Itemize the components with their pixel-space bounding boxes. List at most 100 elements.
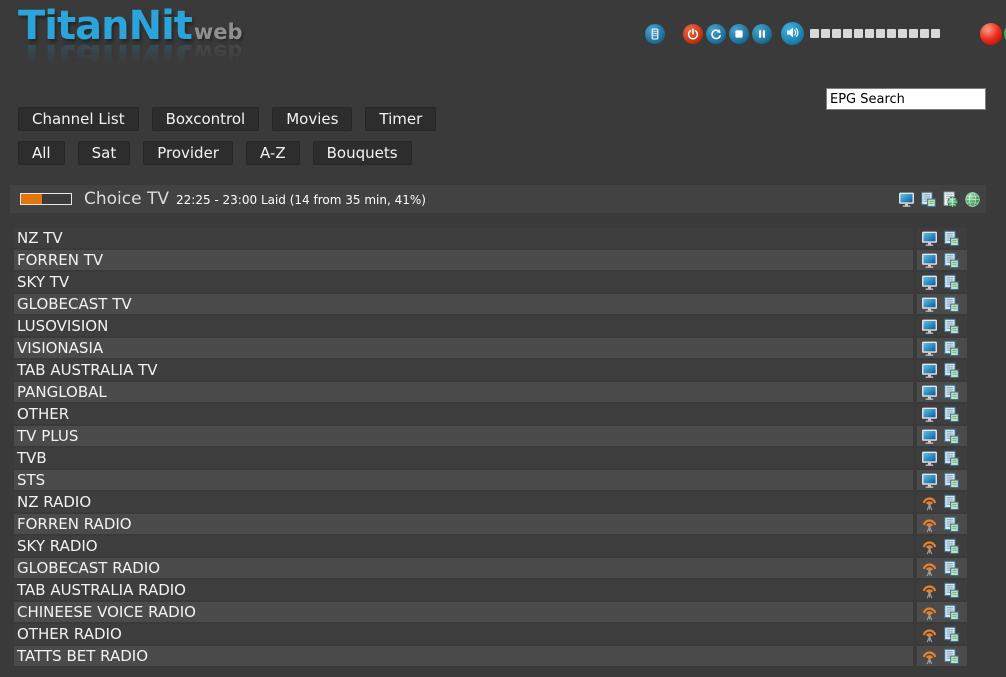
volume-segment[interactable]: [887, 29, 896, 38]
radio-icon[interactable]: [921, 626, 938, 643]
channel-name[interactable]: GLOBECAST TV: [14, 294, 913, 314]
channel-name[interactable]: STS: [14, 470, 913, 490]
channel-row[interactable]: LUSOVISION: [14, 316, 967, 336]
copy-icon[interactable]: [943, 604, 960, 621]
globe-icon[interactable]: [964, 191, 981, 208]
tv-icon[interactable]: [898, 191, 915, 208]
copy-icon[interactable]: [943, 626, 960, 643]
nav-tab-boxcontrol[interactable]: Boxcontrol: [151, 107, 260, 131]
channel-name[interactable]: SKY RADIO: [14, 536, 913, 556]
channel-name[interactable]: OTHER RADIO: [14, 624, 913, 644]
volume-segment[interactable]: [865, 29, 874, 38]
refresh-button[interactable]: [706, 23, 726, 44]
copy-icon[interactable]: [943, 538, 960, 555]
volume-mute-button[interactable]: [781, 22, 804, 45]
channel-row[interactable]: NZ RADIO: [14, 492, 967, 512]
radio-icon[interactable]: [921, 582, 938, 599]
channel-name[interactable]: VISIONASIA: [14, 338, 913, 358]
copy-icon[interactable]: [943, 582, 960, 599]
radio-icon[interactable]: [921, 516, 938, 533]
nav-tab-timer[interactable]: Timer: [365, 107, 437, 131]
channel-row[interactable]: TAB AUSTRALIA RADIO: [14, 580, 967, 600]
tv-icon[interactable]: [921, 384, 938, 401]
remote-control-button[interactable]: [645, 23, 665, 44]
channel-name[interactable]: TVB: [14, 448, 913, 468]
radio-icon[interactable]: [921, 648, 938, 665]
channel-row[interactable]: STS: [14, 470, 967, 490]
epg-doc-icon[interactable]: [942, 191, 959, 208]
volume-segment[interactable]: [843, 29, 852, 38]
filter-tab-bouquets[interactable]: Bouquets: [312, 141, 412, 165]
nav-tab-movies[interactable]: Movies: [272, 107, 353, 131]
volume-segment[interactable]: [876, 29, 885, 38]
copy-icon[interactable]: [943, 340, 960, 357]
copy-icon[interactable]: [943, 230, 960, 247]
tv-icon[interactable]: [921, 318, 938, 335]
copy-icon[interactable]: [943, 494, 960, 511]
radio-icon[interactable]: [921, 494, 938, 511]
copy-icon[interactable]: [943, 560, 960, 577]
tv-icon[interactable]: [921, 406, 938, 423]
volume-segment[interactable]: [920, 29, 929, 38]
volume-segment[interactable]: [832, 29, 841, 38]
copy-icon[interactable]: [943, 296, 960, 313]
channel-row[interactable]: SKY RADIO: [14, 536, 967, 556]
tv-icon[interactable]: [921, 274, 938, 291]
channel-name[interactable]: NZ TV: [14, 228, 913, 248]
epg-search-input[interactable]: [826, 88, 986, 110]
channel-name[interactable]: OTHER: [14, 404, 913, 424]
filter-tab-all[interactable]: All: [18, 141, 65, 165]
copy-icon[interactable]: [943, 428, 960, 445]
channel-row[interactable]: PANGLOBAL: [14, 382, 967, 402]
copy-icon[interactable]: [943, 252, 960, 269]
stop-button[interactable]: [729, 23, 749, 44]
radio-icon[interactable]: [921, 560, 938, 577]
channel-row[interactable]: CHINEESE VOICE RADIO: [14, 602, 967, 622]
channel-row[interactable]: TAB AUSTRALIA TV: [14, 360, 967, 380]
power-button[interactable]: [683, 23, 703, 44]
filter-tab-sat[interactable]: Sat: [77, 141, 131, 165]
channel-name[interactable]: FORREN RADIO: [14, 514, 913, 534]
volume-segment[interactable]: [821, 29, 830, 38]
channel-row[interactable]: SKY TV: [14, 272, 967, 292]
channel-name[interactable]: NZ RADIO: [14, 492, 913, 512]
volume-segment[interactable]: [810, 29, 819, 38]
pause-button[interactable]: [752, 23, 772, 44]
channel-row[interactable]: NZ TV: [14, 228, 967, 248]
tv-icon[interactable]: [921, 230, 938, 247]
channel-name[interactable]: SKY TV: [14, 272, 913, 292]
channel-name[interactable]: FORREN TV: [14, 250, 913, 270]
channel-name[interactable]: TATTS BET RADIO: [14, 646, 913, 666]
tv-icon[interactable]: [921, 450, 938, 467]
channel-row[interactable]: TV PLUS: [14, 426, 967, 446]
channel-row[interactable]: GLOBECAST TV: [14, 294, 967, 314]
channel-row[interactable]: OTHER RADIO: [14, 624, 967, 644]
volume-segment[interactable]: [931, 29, 940, 38]
nav-tab-channel-list[interactable]: Channel List: [18, 107, 139, 131]
channel-row[interactable]: VISIONASIA: [14, 338, 967, 358]
copy-icon[interactable]: [943, 648, 960, 665]
copy-icon[interactable]: [943, 406, 960, 423]
tv-icon[interactable]: [921, 296, 938, 313]
channel-row[interactable]: FORREN RADIO: [14, 514, 967, 534]
channel-row[interactable]: FORREN TV: [14, 250, 967, 270]
channel-name[interactable]: PANGLOBAL: [14, 382, 913, 402]
volume-segment[interactable]: [854, 29, 863, 38]
channel-row[interactable]: OTHER: [14, 404, 967, 424]
channel-name[interactable]: TAB AUSTRALIA RADIO: [14, 580, 913, 600]
copy-icon[interactable]: [943, 472, 960, 489]
copy-icon[interactable]: [943, 516, 960, 533]
copy-icon[interactable]: [943, 274, 960, 291]
copy-icon[interactable]: [943, 450, 960, 467]
channel-row[interactable]: GLOBECAST RADIO: [14, 558, 967, 578]
volume-segment[interactable]: [909, 29, 918, 38]
filter-tab-provider[interactable]: Provider: [143, 141, 233, 165]
copy-icon[interactable]: [943, 384, 960, 401]
copy-icon[interactable]: [943, 318, 960, 335]
filter-tab-a-z[interactable]: A-Z: [245, 141, 300, 165]
tv-icon[interactable]: [921, 252, 938, 269]
channel-name[interactable]: LUSOVISION: [14, 316, 913, 336]
copy-icon[interactable]: [943, 362, 960, 379]
channel-row[interactable]: TATTS BET RADIO: [14, 646, 967, 666]
tv-icon[interactable]: [921, 362, 938, 379]
